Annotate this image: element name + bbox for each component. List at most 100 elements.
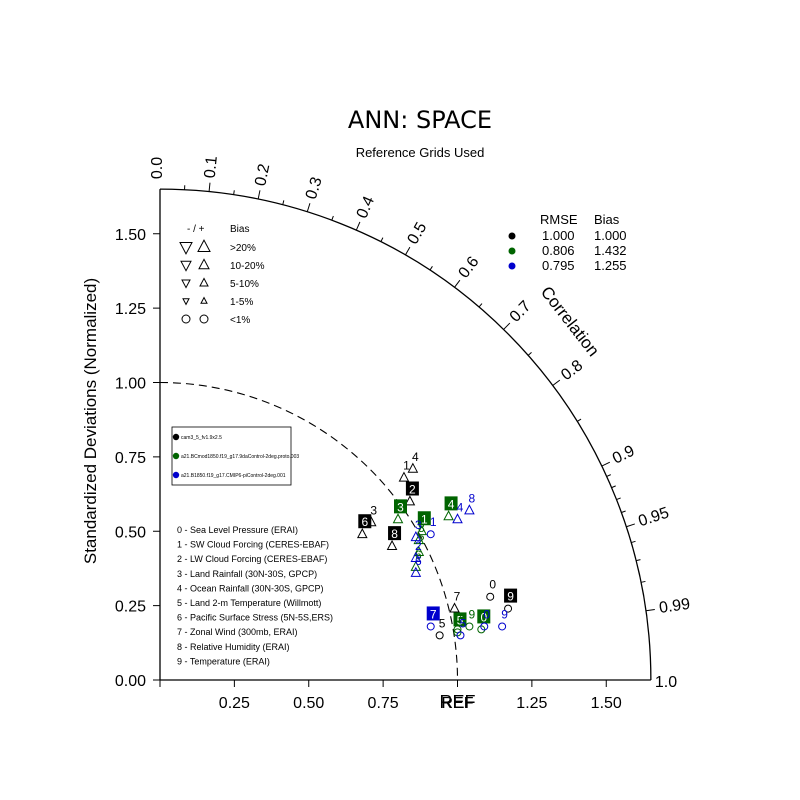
data-point-label-box <box>417 511 431 526</box>
data-point-label: 5 <box>457 613 464 627</box>
stats-legend-dot <box>508 232 516 240</box>
data-point-marker <box>456 631 465 640</box>
data-point: 5 <box>456 616 467 640</box>
variable-legend: 0 - Sea Level Pressure (ERAI) 1 - SW Clou… <box>177 525 333 666</box>
stats-rmse-value: 0.795 <box>542 258 575 273</box>
corr-minor-tick <box>606 474 611 477</box>
variable-legend-item: 0 - Sea Level Pressure (ERAI) <box>177 525 298 535</box>
data-point-label-box <box>504 588 518 603</box>
data-point-label: 0 <box>480 610 487 624</box>
bias-up-marker <box>200 296 208 304</box>
y-tick-label: 1.50 <box>115 227 146 244</box>
data-point-label: 0 <box>489 578 496 592</box>
data-point-marker <box>404 495 416 506</box>
data-point-marker <box>356 528 368 539</box>
stats-rmse-header: RMSE <box>540 212 578 227</box>
variable-legend-item: 3 - Land Rainfall (30N-30S, GPCP) <box>177 569 317 579</box>
corr-minor-tick <box>527 351 532 356</box>
bias-legend-label: >20% <box>230 243 256 254</box>
data-point-label-box <box>358 514 372 529</box>
data-point: 3 <box>410 518 422 542</box>
x-tick-label: 0.25 <box>219 695 250 712</box>
data-point-label: 7 <box>457 610 464 624</box>
corr-minor-tick <box>616 497 621 501</box>
corr-minor-tick <box>282 200 285 205</box>
corr-tick <box>257 190 261 200</box>
corr-tick-label: 0.5 <box>405 220 431 248</box>
corr-tick-label: 0.0 <box>149 157 166 179</box>
corr-tick-label: 0.99 <box>658 596 691 617</box>
corr-minor-tick <box>429 266 433 271</box>
variable-legend-item: 2 - LW Cloud Forcing (CERES-EBAF) <box>177 554 327 564</box>
data-point: 8 <box>413 521 425 545</box>
data-point: 1 <box>398 459 410 482</box>
reference-arc <box>159 381 459 681</box>
data-point: 0 <box>486 578 496 601</box>
case-legend-box <box>171 426 292 486</box>
corr-tick <box>503 322 511 330</box>
variable-legend-item: 7 - Zonal Wind (300mb, ERAI) <box>177 627 298 637</box>
bias-up-marker <box>199 277 209 287</box>
data-point: 7 <box>426 606 440 631</box>
x-tick-label: 0.75 <box>368 695 399 712</box>
data-point-marker <box>407 462 419 473</box>
x-tick-label: REF <box>442 695 474 712</box>
variable-legend-item: 4 - Ocean Rainfall (30N-30S, GPCP) <box>177 583 324 593</box>
data-point-label: 4 <box>412 450 419 464</box>
data-point-label: 7 <box>430 607 437 621</box>
stats-bias-header: Bias <box>594 212 620 227</box>
corr-tick-label: 0.1 <box>202 155 221 179</box>
corr-tick-label: 0.4 <box>354 194 379 221</box>
y-tick-label: 0.00 <box>115 673 146 690</box>
bias-up-marker <box>198 258 210 270</box>
data-point: 1 <box>416 511 431 536</box>
data-point-label: 5 <box>460 616 467 630</box>
data-point-label: 8 <box>418 521 425 535</box>
data-point-label: 3 <box>370 503 377 517</box>
corr-minor-tick <box>478 303 483 308</box>
data-point-marker <box>449 602 460 613</box>
data-point: 2 <box>410 539 422 562</box>
data-point-marker <box>410 566 422 577</box>
variable-legend-item: 1 - SW Cloud Forcing (CERES-EBAF) <box>177 540 329 550</box>
data-point-label: 1 <box>421 512 428 526</box>
variable-legend-item: 6 - Pacific Surface Stress (5N-5S,ERS) <box>177 613 333 623</box>
bias-legend-sign-header: - / + <box>187 224 205 235</box>
corr-tick <box>208 182 211 192</box>
data-point-marker <box>392 513 404 524</box>
corr-minor-tick <box>380 237 384 242</box>
data-point-marker <box>413 545 425 556</box>
chart-title: ANN: SPACE <box>348 106 492 134</box>
data-point-label: 6 <box>415 554 422 568</box>
corr-tick <box>626 523 635 528</box>
data-point: 9 <box>465 607 476 631</box>
data-point-label-box <box>388 526 402 541</box>
data-point-label: 0 <box>483 607 490 621</box>
corr-tick-label: 0.7 <box>507 298 535 326</box>
corr-tick-label: 0.2 <box>252 162 273 187</box>
case-legend-label: a21.BCmod1850.f19_g17.9daControl-2deg.pr… <box>181 454 299 460</box>
data-point-label: 6 <box>361 515 368 529</box>
data-point-marker <box>398 471 410 482</box>
corr-minor-tick <box>621 510 626 513</box>
stats-legend-dot <box>508 247 516 255</box>
data-point-marker <box>416 525 428 536</box>
variable-legend-item: 8 - Relative Humidity (ERAI) <box>177 642 290 652</box>
bias-up-marker <box>197 239 211 253</box>
case-legend: cam3_5_fv1.9x2.5 a21.BCmod1850.f19_g17.9d… <box>171 426 299 486</box>
data-point-label: 8 <box>469 491 476 505</box>
data-point-label-box <box>477 609 491 624</box>
corr-tick <box>645 608 655 612</box>
data-point: 4 <box>407 450 419 473</box>
data-point-label: 2 <box>415 539 422 553</box>
data-point-label: 4 <box>457 500 464 514</box>
data-point-marker <box>410 560 422 571</box>
x-tick-label: 1.25 <box>516 695 547 712</box>
data-point-marker <box>480 622 489 631</box>
bias-circle-marker <box>181 314 191 324</box>
data-point-label-box <box>405 481 419 496</box>
chart-subtitle: Reference Grids Used <box>356 145 485 160</box>
data-point-marker <box>498 622 507 631</box>
data-point-label-box <box>453 612 467 627</box>
